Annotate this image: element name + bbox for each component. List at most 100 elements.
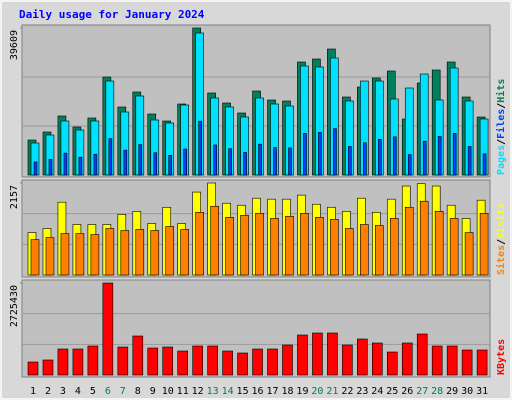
bar [345,228,354,276]
bar [237,352,248,376]
legend: KBytes [496,339,507,375]
bar [303,133,307,176]
bar [27,361,39,376]
x-tick-label: 27 [416,386,428,397]
bar [225,217,234,276]
bar [75,233,85,276]
bar [177,350,188,376]
x-tick-label: 12 [192,386,204,397]
bar [419,200,429,276]
bar [150,230,160,276]
bar [446,345,458,376]
bar [288,147,292,176]
bar [210,205,219,276]
bar [342,344,353,376]
x-tick-label: 23 [356,386,368,397]
bar [282,344,293,376]
bar [153,152,158,176]
bar [228,148,232,176]
bar [297,334,308,376]
bar [315,217,324,276]
bar [243,152,247,176]
bar [330,219,339,276]
bar [207,345,218,376]
bar [195,212,204,276]
bar [132,335,144,376]
bar [123,149,128,176]
bar [389,218,399,276]
bar [318,132,322,176]
bar [120,230,130,276]
bar [42,359,54,376]
x-tick-label: 13 [207,386,219,397]
bar [464,232,474,276]
bar [372,342,383,376]
bar [461,349,473,376]
legend: Pages/Files/Hits [495,79,507,175]
bar [479,213,489,276]
x-tick-label: 28 [431,386,443,397]
x-tick-label: 7 [120,386,126,397]
x-tick-label: 16 [252,386,264,397]
bar [434,211,444,276]
x-tick-label: 4 [75,386,81,397]
x-tick-label: 31 [476,386,488,397]
x-tick-label: 10 [162,386,174,397]
legend-separator: / [496,139,507,145]
bar [108,138,113,176]
bar [360,224,369,276]
bar [375,225,384,276]
bar [240,215,249,276]
bar [258,143,262,176]
y-tick-label: 2725430 [9,285,20,327]
bar [422,140,427,176]
x-tick-label: 18 [281,386,293,397]
bar [162,346,174,376]
legend-entry: Visits [495,203,507,239]
legend-entry: Files [495,109,507,139]
bar [437,136,442,176]
bar [467,146,472,176]
x-tick-label: 26 [401,386,413,397]
x-tick-label: 8 [135,386,141,397]
bar [213,144,217,176]
bar [105,228,115,276]
x-tick-label: 15 [237,386,249,397]
bar [93,153,98,176]
bar [222,350,233,376]
bar [386,351,398,376]
x-tick-label: 22 [341,386,353,397]
bar [327,332,338,376]
x-tick-label: 25 [386,386,398,397]
bar [90,234,100,276]
bar [48,159,53,176]
bar [78,156,83,176]
x-tick-label: 20 [311,386,323,397]
bar [407,154,412,176]
bar [138,144,143,176]
bar [30,239,40,276]
bar [452,133,457,176]
bar [192,345,203,376]
bar [252,348,263,376]
bar [117,346,129,376]
bar [60,233,70,276]
bar [135,229,145,276]
bar [57,348,69,376]
bar [147,347,159,376]
bar [476,349,488,376]
x-tick-label: 5 [90,386,96,397]
y-tick-label: 2157 [9,185,20,209]
bar [363,142,367,176]
bar [392,136,397,176]
legend-separator: / [496,103,507,109]
bar [165,226,175,276]
bar [482,153,487,176]
x-tick-label: 19 [296,386,308,397]
bar [183,148,187,176]
bar [300,213,309,276]
legend-entry: Hits [495,79,507,103]
bar [72,348,84,376]
bar [180,229,189,276]
